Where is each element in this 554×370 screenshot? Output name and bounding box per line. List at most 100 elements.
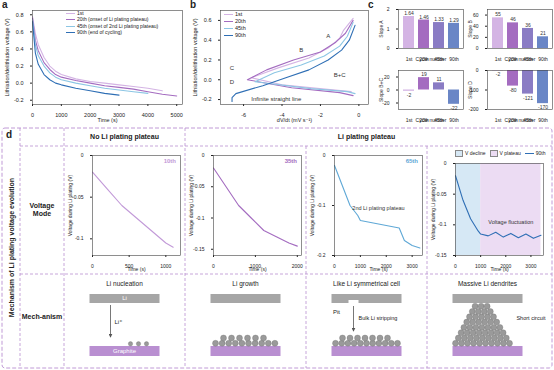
svg-text:-0.15: -0.15 bbox=[435, 252, 447, 258]
svg-text:0.8: 0.8 bbox=[16, 12, 24, 18]
svg-text:1.64: 1.64 bbox=[404, 10, 414, 16]
svg-text:20: 20 bbox=[473, 34, 479, 40]
svg-text:-0.1: -0.1 bbox=[196, 215, 205, 221]
svg-text:1.46: 1.46 bbox=[419, 14, 429, 20]
svg-text:1.33: 1.33 bbox=[434, 16, 444, 22]
svg-text:-80: -80 bbox=[509, 87, 516, 93]
svg-text:0.0: 0.0 bbox=[204, 77, 212, 83]
svg-text:dV/dt (mV s⁻¹): dV/dt (mV s⁻¹) bbox=[277, 117, 312, 123]
svg-text:-0.2: -0.2 bbox=[317, 252, 326, 258]
svg-text:-2: -2 bbox=[496, 71, 501, 77]
svg-text:1000: 1000 bbox=[160, 263, 171, 269]
svg-text:0: 0 bbox=[387, 45, 390, 51]
svg-text:0: 0 bbox=[323, 152, 326, 158]
svg-text:Slope D: Slope D bbox=[467, 81, 473, 99]
svg-text:20: 20 bbox=[384, 74, 390, 80]
svg-text:Voltage during Li plating (V): Voltage during Li plating (V) bbox=[430, 178, 436, 240]
svg-text:0.6: 0.6 bbox=[204, 17, 212, 23]
svg-text:0: 0 bbox=[212, 263, 215, 269]
svg-text:Li nucleation: Li nucleation bbox=[106, 280, 143, 287]
svg-text:0: 0 bbox=[387, 87, 390, 93]
svg-text:-0.15: -0.15 bbox=[193, 246, 205, 252]
svg-text:Like Li symmetrical cell: Like Li symmetrical cell bbox=[333, 280, 400, 288]
svg-text:0: 0 bbox=[454, 263, 457, 269]
svg-text:0: 0 bbox=[81, 152, 84, 158]
svg-text:0.4: 0.4 bbox=[16, 46, 24, 52]
svg-text:1st: 1st bbox=[495, 117, 502, 123]
svg-text:0.0: 0.0 bbox=[16, 80, 24, 86]
svg-text:-0.2: -0.2 bbox=[14, 97, 23, 103]
svg-text:Bulk Li stripping: Bulk Li stripping bbox=[359, 315, 398, 321]
svg-text:40: 40 bbox=[473, 23, 479, 29]
svg-text:90th: 90th bbox=[449, 117, 459, 123]
svg-text:Voltage during Li plating (V): Voltage during Li plating (V) bbox=[309, 174, 315, 236]
svg-text:1st: 1st bbox=[495, 56, 502, 62]
svg-text:0.2: 0.2 bbox=[204, 57, 212, 63]
svg-text:0: 0 bbox=[333, 263, 336, 269]
svg-text:2: 2 bbox=[387, 6, 390, 12]
svg-text:0.2: 0.2 bbox=[16, 63, 24, 69]
svg-text:Cycle number: Cycle number bbox=[505, 56, 536, 62]
svg-text:-0.1: -0.1 bbox=[75, 235, 84, 241]
svg-text:11: 11 bbox=[436, 76, 441, 82]
svg-text:4000: 4000 bbox=[142, 112, 154, 118]
svg-text:-2: -2 bbox=[318, 112, 323, 118]
svg-text:-22: -22 bbox=[450, 105, 457, 111]
svg-text:Voltage during Li plating (V): Voltage during Li plating (V) bbox=[67, 174, 73, 236]
svg-text:Voltage during Li plating (V): Voltage during Li plating (V) bbox=[188, 174, 194, 236]
svg-text:C: C bbox=[230, 65, 235, 71]
svg-text:-0.2: -0.2 bbox=[202, 96, 211, 102]
svg-text:D: D bbox=[230, 79, 235, 85]
svg-text:46: 46 bbox=[510, 16, 516, 22]
svg-text:Li⁺: Li⁺ bbox=[115, 319, 123, 325]
svg-text:-0.05: -0.05 bbox=[72, 194, 84, 200]
svg-text:0.4: 0.4 bbox=[204, 37, 212, 43]
svg-text:36: 36 bbox=[525, 22, 531, 28]
svg-text:1000: 1000 bbox=[355, 263, 366, 269]
svg-text:55: 55 bbox=[495, 11, 501, 17]
svg-text:Short circuit: Short circuit bbox=[516, 315, 546, 321]
svg-text:90th: 90th bbox=[449, 56, 459, 62]
svg-text:-200: -200 bbox=[468, 106, 478, 112]
svg-text:-121: -121 bbox=[523, 95, 533, 101]
svg-text:-6: -6 bbox=[241, 112, 246, 118]
svg-text:90th: 90th bbox=[538, 117, 548, 123]
svg-text:Slope A: Slope A bbox=[378, 20, 384, 38]
svg-text:Lithiation/delithiation voltag: Lithiation/delithiation voltage (V) bbox=[192, 18, 198, 96]
svg-text:Time (s): Time (s) bbox=[248, 266, 266, 272]
svg-text:Time (s): Time (s) bbox=[490, 266, 508, 272]
svg-text:0: 0 bbox=[444, 160, 447, 166]
svg-text:1: 1 bbox=[387, 26, 390, 32]
svg-text:1.29: 1.29 bbox=[449, 17, 459, 23]
svg-text:-0.05: -0.05 bbox=[435, 191, 447, 197]
svg-text:0: 0 bbox=[476, 67, 479, 73]
svg-text:21: 21 bbox=[540, 30, 546, 36]
svg-text:1000: 1000 bbox=[475, 263, 486, 269]
svg-text:Time (s): Time (s) bbox=[369, 266, 387, 272]
svg-text:0: 0 bbox=[476, 45, 479, 51]
svg-text:Cycle number: Cycle number bbox=[416, 56, 447, 62]
svg-text:Cycle number: Cycle number bbox=[505, 117, 536, 123]
svg-text:3000: 3000 bbox=[407, 263, 418, 269]
svg-text:B+C: B+C bbox=[334, 72, 347, 78]
svg-text:B: B bbox=[299, 47, 303, 53]
svg-text:Time (s): Time (s) bbox=[127, 266, 145, 272]
svg-text:Lithiation/delithiation voltag: Lithiation/delithiation voltage (V) bbox=[4, 18, 10, 96]
svg-text:0: 0 bbox=[357, 112, 360, 118]
svg-text:1000: 1000 bbox=[55, 112, 67, 118]
svg-text:1st: 1st bbox=[406, 117, 413, 123]
svg-text:Li: Li bbox=[122, 295, 127, 301]
svg-text:1st: 1st bbox=[406, 56, 413, 62]
svg-text:Time (s): Time (s) bbox=[98, 117, 118, 123]
svg-text:2000: 2000 bbox=[84, 112, 96, 118]
svg-text:-0.1: -0.1 bbox=[438, 221, 447, 227]
svg-text:Slope B: Slope B bbox=[467, 20, 473, 38]
svg-text:-0.1: -0.1 bbox=[317, 202, 326, 208]
svg-text:3000: 3000 bbox=[525, 263, 536, 269]
svg-text:60: 60 bbox=[473, 12, 479, 18]
svg-text:0: 0 bbox=[31, 112, 34, 118]
svg-text:Slope B+C: Slope B+C bbox=[378, 78, 384, 102]
svg-text:0.6: 0.6 bbox=[16, 29, 24, 35]
svg-text:Infinite straight line: Infinite straight line bbox=[251, 96, 302, 102]
svg-text:-2: -2 bbox=[407, 92, 412, 98]
